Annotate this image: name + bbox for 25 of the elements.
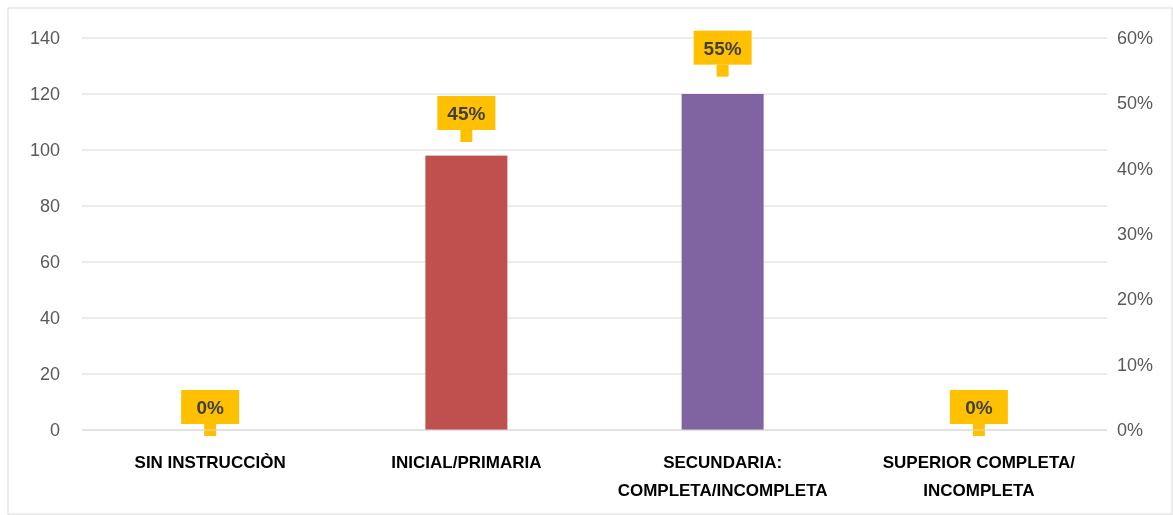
y-tick-label: 40 <box>39 308 60 328</box>
y-tick-label: 20 <box>39 364 60 384</box>
x-tick-label: SUPERIOR COMPLETA/ INCOMPLETA <box>882 453 1076 500</box>
y2-tick-label: 40% <box>1117 158 1154 179</box>
y2-tick-label: 50% <box>1117 93 1154 114</box>
y2-tick-label: 0% <box>1117 420 1144 440</box>
data-label: 0% <box>196 397 224 418</box>
y-tick-label: 140 <box>29 28 60 48</box>
point <box>460 130 473 142</box>
x-tick-label: SIN INSTRUCCIÒN <box>134 453 286 472</box>
y-tick-label: 120 <box>29 84 60 104</box>
y2-tick-label: 20% <box>1117 289 1154 310</box>
y2-tick-label: 60% <box>1117 28 1154 48</box>
x-tick-label: SECUNDARIA: COMPLETA/INCOMPLETA <box>617 453 828 500</box>
y-tick-label: 100 <box>29 140 60 160</box>
data-label: 45% <box>447 103 486 124</box>
y-tick-label: 60 <box>39 252 60 272</box>
y2-tick-label: 10% <box>1117 354 1154 375</box>
data-label: 55% <box>703 37 742 59</box>
point <box>716 64 729 77</box>
y-tick-label: 80 <box>39 196 60 216</box>
x-tick-label: INICIAL/PRIMARIA <box>391 453 542 472</box>
y2-tick-label: 30% <box>1117 224 1154 244</box>
data-label: 0% <box>965 397 993 418</box>
y-tick-label: 0 <box>49 420 60 440</box>
